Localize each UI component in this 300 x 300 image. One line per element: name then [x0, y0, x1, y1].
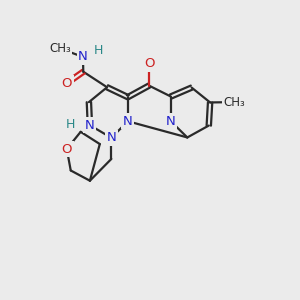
Text: O: O [61, 77, 72, 90]
Text: N: N [123, 115, 133, 128]
Text: N: N [85, 119, 95, 132]
Text: CH₃: CH₃ [49, 42, 71, 55]
Text: O: O [61, 142, 72, 155]
Text: H: H [66, 118, 75, 131]
Text: H: H [94, 44, 104, 57]
Text: N: N [106, 131, 116, 144]
Text: O: O [144, 57, 154, 70]
Text: N: N [78, 50, 88, 63]
Text: CH₃: CH₃ [223, 96, 245, 109]
Text: N: N [166, 115, 176, 128]
